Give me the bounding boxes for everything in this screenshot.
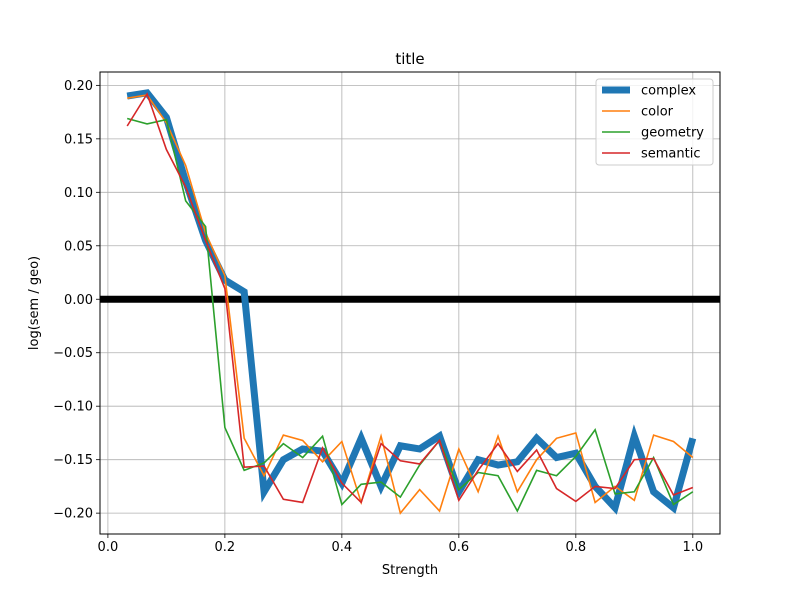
series-line-complex [126, 89, 697, 515]
legend-items: complex color geometry semantic [602, 84, 704, 162]
x-tick-label: 0.4 [332, 540, 353, 555]
y-tick-label: −0.15 [53, 453, 93, 468]
x-tick-label: 1.0 [682, 540, 703, 555]
legend-label-geometry: geometry [641, 126, 704, 141]
x-axis-ticks: 0.0 0.2 0.4 0.6 0.8 1.0 [98, 534, 703, 555]
series-line-color [127, 94, 694, 515]
x-tick-label: 0.0 [98, 540, 119, 555]
series-layer [126, 89, 697, 515]
plot-frame [99, 71, 721, 535]
series-line-semantic [126, 92, 694, 504]
y-axis-label: log(sem / geo) [27, 256, 42, 350]
y-tick-label: −0.20 [53, 507, 93, 522]
y-tick-label: 0.00 [64, 293, 93, 308]
legend-label-complex: complex [641, 84, 696, 99]
y-tick-label: 0.05 [64, 239, 93, 254]
chart-title: title [395, 50, 424, 68]
y-tick-label: −0.10 [53, 400, 93, 415]
y-tick-label: 0.15 [64, 132, 93, 147]
legend-label-semantic: semantic [641, 147, 701, 162]
series-line-geometry [126, 117, 694, 513]
x-axis-label: Strength [382, 563, 438, 578]
x-tick-label: 0.2 [215, 540, 236, 555]
x-tick-label: 0.6 [448, 540, 469, 555]
y-tick-label: 0.20 [64, 79, 93, 94]
legend: complex color geometry semantic [595, 78, 714, 166]
legend-box [595, 78, 714, 166]
y-axis-ticks: −0.20 −0.15 −0.10 −0.05 0.00 0.05 0.10 0.15 0.20 [53, 79, 100, 522]
legend-label-color: color [641, 105, 674, 120]
y-tick-label: 0.10 [64, 186, 93, 201]
x-tick-label: 0.8 [565, 540, 586, 555]
y-tick-label: −0.05 [53, 346, 93, 361]
